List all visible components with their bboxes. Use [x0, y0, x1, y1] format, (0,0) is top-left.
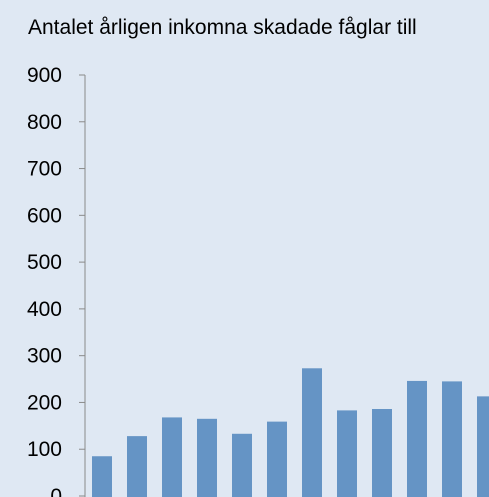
bar — [232, 433, 252, 497]
y-tick-label: 0 — [50, 485, 62, 497]
y-tick-label: 600 — [27, 204, 62, 227]
y-tick-label: 700 — [27, 158, 62, 181]
y-tick-label: 300 — [27, 345, 62, 368]
y-tick-label: 800 — [27, 111, 62, 134]
bar — [442, 381, 462, 497]
bar — [197, 418, 217, 497]
y-tick-label: 400 — [27, 298, 62, 321]
chart-title: Antalet årligen inkomna skadade fåglar t… — [28, 16, 417, 39]
y-tick-label: 500 — [27, 251, 62, 274]
bar — [162, 417, 182, 497]
bar — [407, 380, 427, 497]
bar — [92, 456, 112, 497]
y-axis: 0 100 200 300 400 500 600 700 800 900 — [27, 64, 86, 497]
bar — [302, 368, 322, 497]
y-tick-label: 100 — [27, 438, 62, 461]
bar — [267, 421, 287, 497]
bar — [477, 396, 489, 497]
bar — [127, 436, 147, 497]
y-tick-label: 900 — [27, 64, 62, 87]
bars — [92, 368, 489, 497]
bar — [337, 410, 357, 497]
y-tick-label: 200 — [27, 391, 62, 414]
bar — [372, 408, 392, 497]
